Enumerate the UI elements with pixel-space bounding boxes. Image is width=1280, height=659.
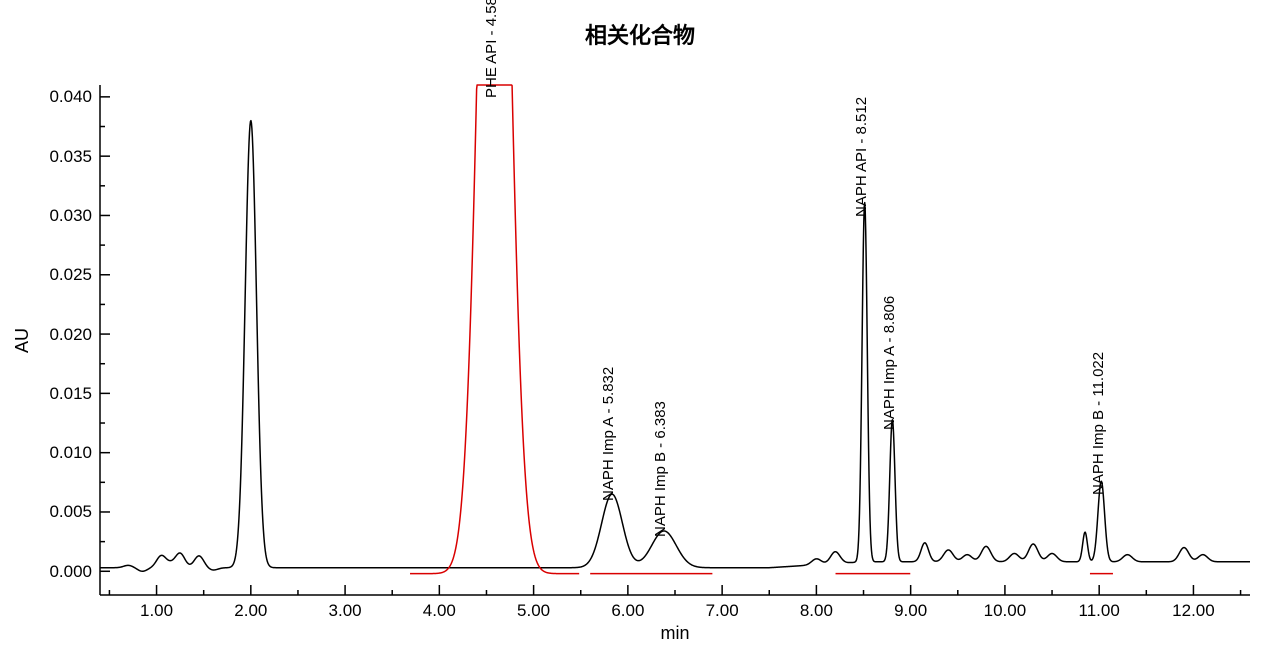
x-tick-label: 11.00 — [1069, 601, 1129, 621]
x-tick-label: 10.00 — [975, 601, 1035, 621]
peak-label-NAPH-API---8.512: NAPH API - 8.512 — [853, 97, 870, 217]
y-tick-label: 0.040 — [32, 87, 92, 107]
x-tick-label: 8.00 — [786, 601, 846, 621]
y-tick-label: 0.000 — [32, 562, 92, 582]
y-tick-label: 0.020 — [32, 325, 92, 345]
x-tick-label: 1.00 — [127, 601, 187, 621]
peak-label-NAPH-Imp-B---11.022: NAPH Imp B - 11.022 — [1090, 352, 1107, 495]
peak-label-NAPH-Imp-B---6.383: NAPH Imp B - 6.383 — [652, 401, 669, 537]
x-tick-label: 6.00 — [598, 601, 658, 621]
x-tick-label: 12.00 — [1163, 601, 1223, 621]
x-tick-label: 2.00 — [221, 601, 281, 621]
y-tick-label: 0.005 — [32, 502, 92, 522]
chromatogram-figure: 相关化合物 AU min 0.000 0.005 0.010 0.015 0.020 0.… — [0, 0, 1280, 659]
y-tick-label: 0.025 — [32, 265, 92, 285]
y-tick-label: 0.015 — [32, 384, 92, 404]
y-tick-label: 0.030 — [32, 206, 92, 226]
y-tick-label: 0.035 — [32, 147, 92, 167]
x-tick-label: 4.00 — [409, 601, 469, 621]
peak-label-NAPH-Imp-A---5.832: NAPH Imp A - 5.832 — [600, 367, 617, 501]
traces-svg — [100, 85, 1250, 595]
x-tick-label: 5.00 — [504, 601, 564, 621]
x-tick-label: 3.00 — [315, 601, 375, 621]
y-axis-label: AU — [12, 328, 33, 353]
chart-title: 相关化合物 — [0, 18, 1280, 50]
peak-label-NAPH-Imp-A---8.806: NAPH Imp A - 8.806 — [881, 296, 898, 430]
plot-area — [100, 85, 1250, 595]
x-tick-label: 7.00 — [692, 601, 752, 621]
x-tick-label: 9.00 — [881, 601, 941, 621]
peak-label-PHE-API---4.584: PHE API - 4.584 — [483, 0, 500, 98]
x-axis-label: min — [635, 623, 715, 644]
y-tick-label: 0.010 — [32, 443, 92, 463]
